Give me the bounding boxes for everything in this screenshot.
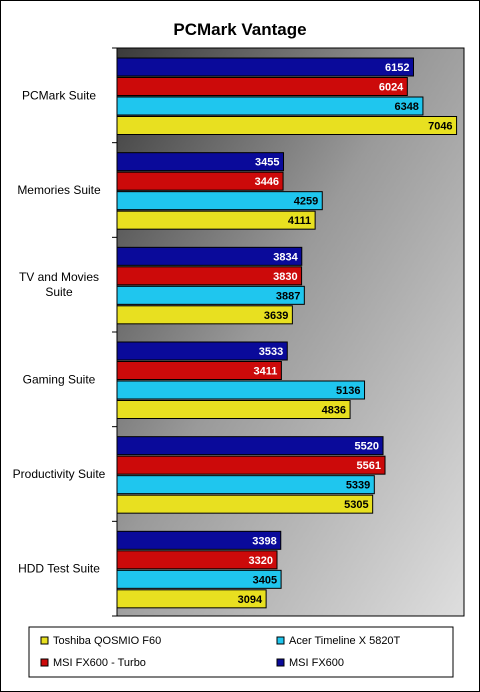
bar [116, 589, 267, 609]
data-label: 4259 [294, 196, 318, 208]
bar [116, 550, 278, 570]
category-label: Productivity Suite [13, 467, 106, 481]
legend-swatch [276, 636, 285, 645]
legend-label: Toshiba QOSMIO F60 [53, 635, 161, 647]
data-label: 4111 [288, 215, 311, 227]
legend-swatch [40, 658, 49, 667]
bar [116, 96, 424, 116]
data-label: 3398 [252, 535, 276, 547]
data-label: 3834 [273, 251, 298, 263]
bar [116, 380, 366, 400]
plot-area [116, 47, 465, 617]
data-label: 3405 [253, 574, 277, 586]
data-label: 3887 [276, 290, 300, 302]
bar [116, 494, 374, 514]
bar [116, 246, 303, 266]
data-label: 6348 [394, 101, 418, 113]
bar [116, 400, 351, 419]
data-label: 3094 [238, 594, 263, 606]
legend-label: Acer Timeline X 5820T [289, 635, 401, 647]
bar [116, 285, 305, 305]
chart-title: PCMark Vantage [173, 20, 306, 39]
data-label: 3320 [249, 555, 273, 567]
bar [116, 341, 288, 361]
bar [116, 361, 282, 380]
data-label: 3639 [264, 310, 288, 322]
data-label: 7046 [428, 121, 452, 133]
data-label: 5339 [346, 480, 370, 492]
data-label: 5305 [344, 499, 368, 511]
category-label: Suite [45, 285, 73, 299]
category-label: TV and Movies [19, 270, 99, 284]
legend-label: MSI FX600 [289, 657, 344, 669]
bar [116, 116, 458, 135]
data-label: 3446 [255, 176, 279, 188]
data-label: 3455 [255, 157, 279, 169]
bar [116, 455, 386, 475]
data-label: 3411 [254, 366, 278, 378]
data-label: 4836 [322, 405, 346, 417]
data-label: 5136 [336, 385, 360, 397]
data-label: 5561 [357, 460, 381, 472]
bar [116, 171, 284, 191]
data-label: 3533 [259, 346, 283, 358]
legend-swatch [40, 636, 49, 645]
category-label: HDD Test Suite [18, 562, 100, 576]
category-label: Memories Suite [17, 183, 101, 197]
bar [116, 569, 282, 589]
bar [116, 475, 375, 495]
data-label: 5520 [355, 441, 379, 453]
category-label: PCMark Suite [22, 88, 96, 102]
bar [116, 77, 408, 96]
bar [116, 152, 285, 172]
category-label: Gaming Suite [23, 372, 96, 386]
bar [116, 57, 414, 77]
data-label: 6024 [379, 82, 404, 94]
bar [116, 210, 316, 230]
bar [116, 266, 303, 286]
bar [116, 436, 384, 456]
data-label: 6152 [385, 62, 409, 74]
legend-swatch [276, 658, 285, 667]
bar [116, 530, 282, 550]
bar [116, 191, 323, 211]
legend-box [28, 626, 454, 678]
legend-label: MSI FX600 - Turbo [53, 657, 146, 669]
data-label: 3830 [273, 271, 297, 283]
bar [116, 305, 293, 325]
